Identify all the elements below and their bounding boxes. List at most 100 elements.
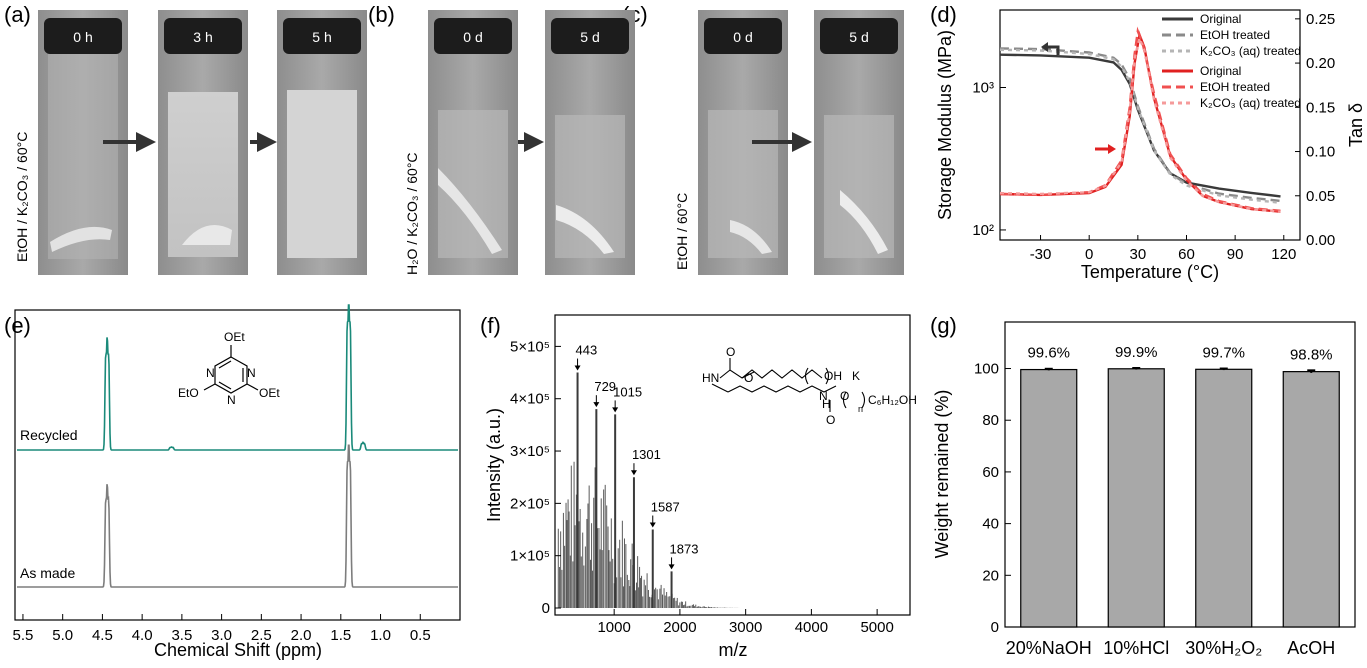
structure-label: K [852,369,860,383]
structure-label: HN [702,371,719,385]
structure-label: O [744,371,753,385]
x-tick-label: 3.5 [171,627,192,644]
peak-arrowhead [593,402,600,408]
bar-value-label: 98.8% [1290,347,1333,364]
y2-tick-label: 0.05 [1306,188,1335,205]
peak-label: 1301 [632,447,661,462]
x-tick-label: 2.5 [251,627,272,644]
y-tick-label: 2×10⁵ [510,495,550,512]
y2-tick-label: 0.15 [1306,99,1335,116]
structure-label: EtO [178,386,199,400]
vial-photo-b-0d: 0 d [428,10,518,275]
legend-label: K₂CO₃ (aq) treated [1200,96,1301,110]
series-line-1 [999,47,1281,203]
vial-photo-c-5d: 5 d [814,10,904,275]
x-tick-label: 5.5 [13,627,34,644]
structure-label: O [826,413,835,427]
x-tick-label: 120 [1271,246,1296,263]
y2-axis-title-d: Tan δ [1346,103,1366,147]
vial-label: 5 d [849,29,868,45]
x-tick-label: 1000 [597,619,630,636]
vial-label: 5 h [312,29,331,45]
x-tick-label: 1.5 [330,627,351,644]
panel-label-g: (g) [930,313,957,338]
polyurethane-structure [711,358,866,412]
bar-0 [1020,368,1078,628]
bar-2 [1195,368,1253,628]
category-label: 30%H₂O₂ [1185,638,1262,658]
structure-label: n [858,404,863,414]
bar-value-label: 99.6% [1027,345,1070,362]
plot-frame-f [554,314,911,616]
x-tick-label: 0.5 [410,627,431,644]
structure-label: N [227,393,236,407]
panel-label-f: (f) [480,313,501,338]
x-axis-title-d: Temperature (°C) [1081,262,1219,282]
x-tick-label: 2.0 [291,627,312,644]
nmr-trace-1 [17,444,458,588]
peak-arrowhead [574,365,581,371]
y-tick-label: 10² [972,222,994,239]
structure-label: N [206,366,215,380]
y-tick-label: 80 [982,412,999,429]
vial-label: 3 h [193,29,212,45]
peak-label: 443 [576,343,598,358]
plot-frame-d [999,9,1301,241]
y-tick-label: 1×10⁵ [510,548,550,565]
x-tick-label: 30 [1129,246,1146,263]
maldi-chart: 1000 2000 3000 4000 5000 0 1×10⁵ 2×10⁵ 3×10⁵ 4×1… [484,314,917,660]
legend-label: Original [1200,12,1241,26]
dma-chart: -30 0 30 60 90 120 10² 10³ 0.00 0.05 0.10 0.15 0.2… [935,9,1366,282]
category-label: 10%HCl [1103,638,1169,658]
peak-arrowhead [630,470,637,476]
x-tick-label: 4000 [795,619,828,636]
vial-photo-a-3h: 3 h [158,10,248,275]
panel-label-e: (e) [4,313,31,338]
vial-photo-a-5h: 5 h [277,10,367,275]
bar-1 [1107,368,1165,628]
y-tick-label: 4×10⁵ [510,391,550,408]
trace-label-as-made: As made [20,565,75,581]
category-label: 20%NaOH [1006,638,1092,658]
bar-value-label: 99.9% [1115,344,1158,361]
category-label: AcOH [1287,638,1335,658]
x-tick-label: 1.0 [370,627,391,644]
x-tick-label: 0 [1085,246,1093,263]
structure-label: O [840,389,849,403]
series-line-2 [999,48,1281,204]
vial-photos: 0 h 3 h 5 h EtOH / K₂CO₃ / 60°C 0 d [14,10,904,275]
x-tick-label: -30 [1030,246,1052,263]
x-tick-label: 5000 [860,619,893,636]
peak-label: 729 [594,379,616,394]
legend-label: Original [1200,64,1241,78]
y2-tick-label: 0.10 [1306,144,1335,161]
x-tick-label: 90 [1227,246,1244,263]
x-tick-label: 5.0 [52,627,73,644]
nmr-chart: 5.5 5.0 4.5 4.0 3.5 3.0 2.5 2.0 1.5 1.0 0.5 Chemic… [13,304,461,660]
structure-label: N [247,366,256,380]
y-tick-label: 3×10⁵ [510,443,550,460]
structure-label: C₆H₁₂OH [868,393,917,407]
panel-label-b: (b) [368,2,395,27]
x-axis-title-f: m/z [719,640,748,660]
peak-label: 1015 [613,384,642,399]
series-line-4 [999,26,1281,212]
y2-tick-label: 0.20 [1306,55,1335,72]
nmr-trace-0 [17,304,458,451]
y-tick-label: 0 [542,600,550,617]
weight-bar-chart: 99.6% 20%NaOH 99.9% 10%HCl 99.7% 30%H₂O₂ 98.8%… [932,321,1356,658]
plot-frame-g [1004,321,1356,628]
structure-label: H [822,397,831,411]
x-tick-label: 3.0 [211,627,232,644]
x-tick-label: 60 [1178,246,1195,263]
series-line-5 [999,34,1281,213]
side-label-b: H₂O / K₂CO₃ / 60°C [404,152,420,275]
peak-label: 1587 [651,500,680,515]
bar-3 [1282,371,1340,628]
bar-value-label: 99.7% [1202,344,1245,361]
series-line-3 [999,30,1281,213]
left-axis-arrow [1046,45,1060,55]
right-axis-arrowhead [1108,144,1116,154]
legend-label: EtOH treated [1200,80,1270,94]
